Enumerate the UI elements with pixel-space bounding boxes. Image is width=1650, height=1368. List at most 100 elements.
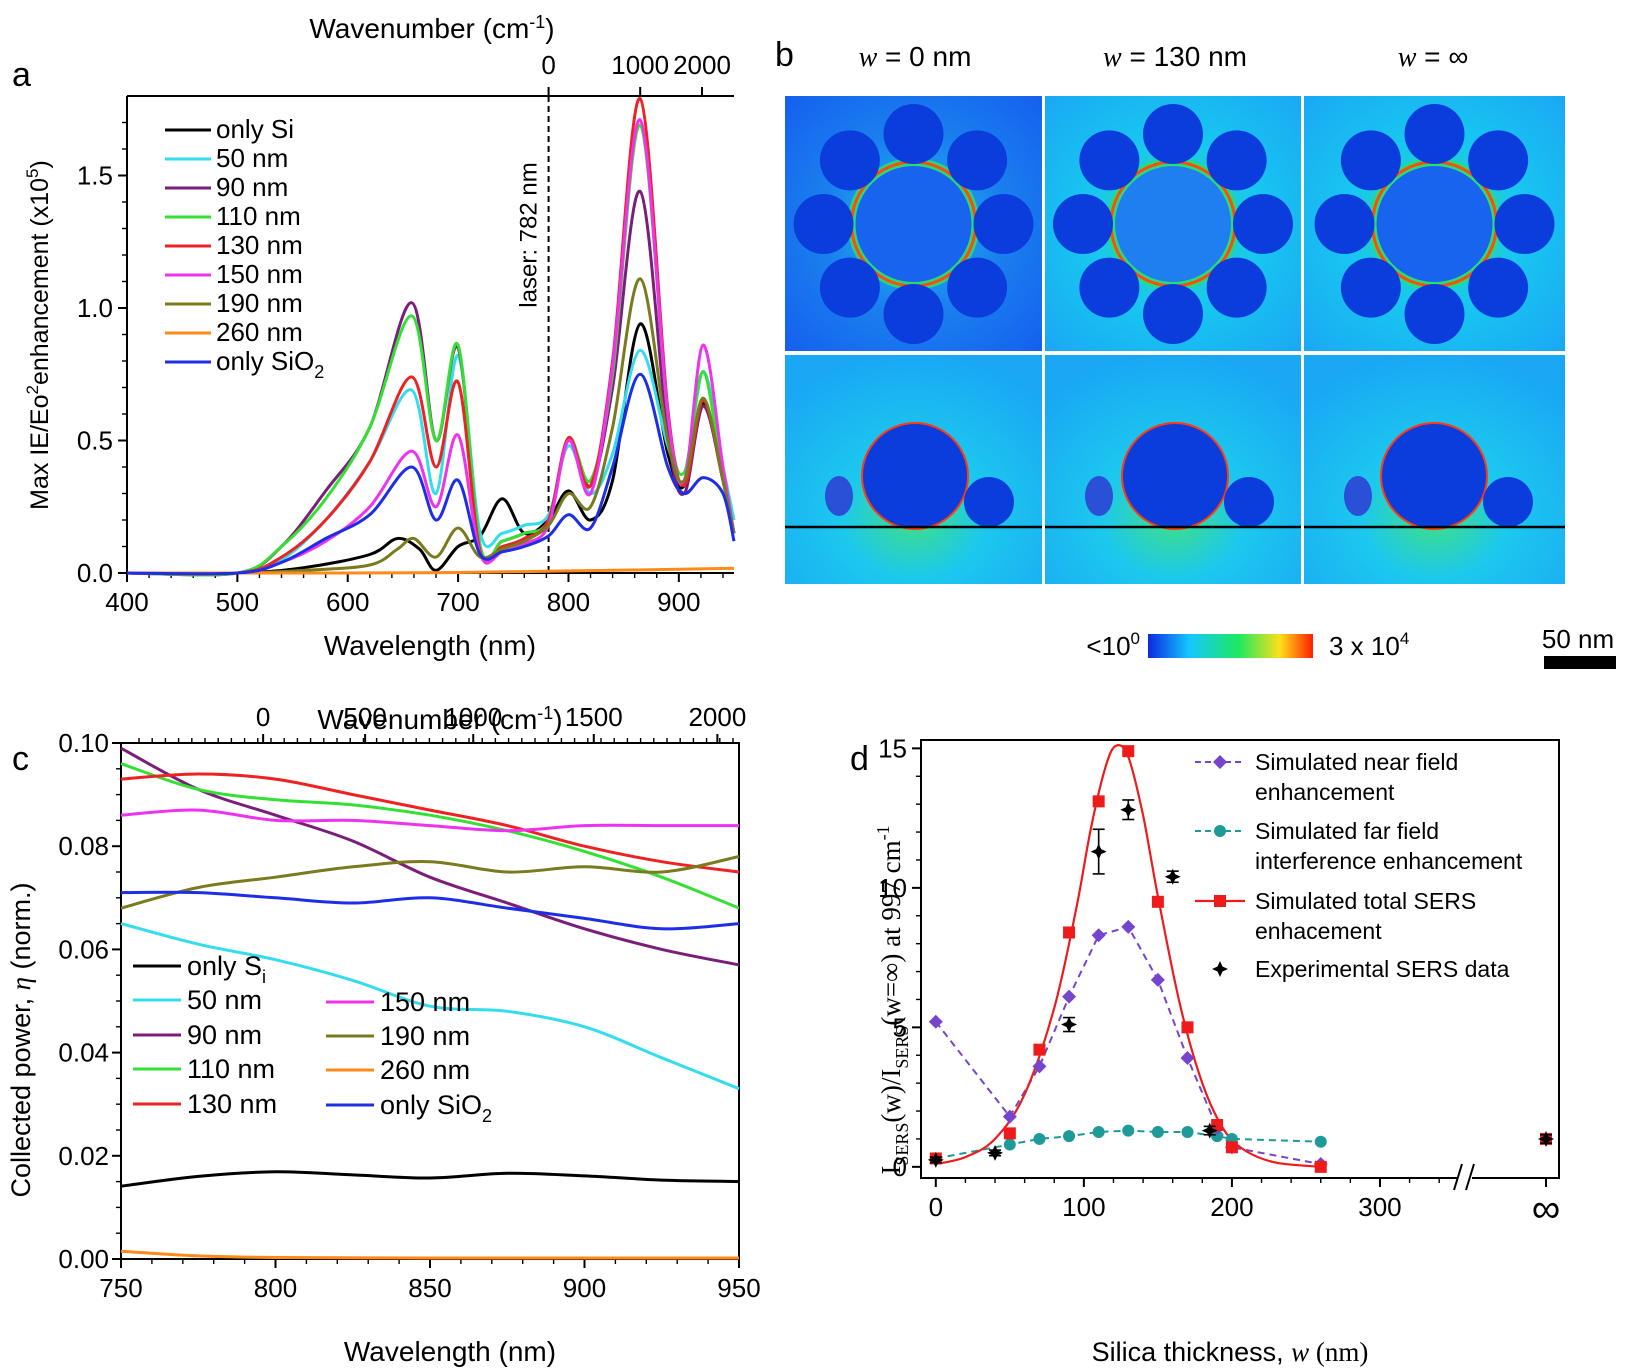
a-legend-label: 90 nm: [216, 172, 288, 202]
c-legend-label-text: 50 nm: [187, 985, 262, 1015]
d-legend-label: Simulated total SERS: [1255, 888, 1476, 914]
far-field-point: [1314, 1135, 1327, 1148]
d-y-axis-label: ISERS(w)/ISERS(w=∞) at 997 cm-1: [873, 825, 912, 1174]
a-legend-label: only SiO2: [216, 346, 324, 382]
field-map-top: [785, 96, 1042, 351]
c-top-tick-label: 500: [343, 702, 386, 732]
c-legend-label: only Si: [187, 951, 266, 987]
satellite-particle: [1340, 130, 1401, 191]
panel-label-c: c: [12, 740, 29, 778]
field-map-bottom: [785, 355, 1042, 584]
a-legend-label-text: 90 nm: [216, 172, 288, 202]
satellite-particle: [819, 130, 880, 191]
c-y-tick-label: 0.10: [58, 728, 109, 758]
satellite-particle: [825, 476, 853, 516]
far-field-point: [1122, 1124, 1135, 1137]
experimental-point: [987, 1144, 1004, 1161]
c-legend-label-sub: 2: [482, 1106, 492, 1126]
d-legend-label: enhacement: [1255, 918, 1382, 944]
core-particle: [855, 166, 972, 282]
near-field-point: [1032, 1059, 1047, 1074]
d-legend-marker: [1212, 961, 1228, 977]
c-series-line-1: [120, 922, 740, 1091]
c-legend-label: 130 nm: [187, 1089, 277, 1119]
satellite-particle: [1224, 477, 1274, 527]
satellite-particle: [1468, 130, 1529, 191]
total-point: [1063, 926, 1076, 939]
b-column-title-symbol: w: [859, 42, 878, 73]
d-x-tick-label-inf: ∞: [1532, 1187, 1561, 1231]
satellite-particle: [819, 257, 880, 318]
d-y-tick-label: 15: [878, 733, 907, 763]
colorbar-max-label: 3 x 104: [1329, 629, 1409, 661]
c-legend-label: 190 nm: [380, 1021, 470, 1051]
panel-label-a: a: [12, 56, 31, 94]
total-point: [1151, 895, 1164, 908]
colorbar-min-label: <100: [1086, 629, 1140, 661]
total-point: [1092, 795, 1105, 808]
a-legend-label-text: only SiO: [216, 346, 314, 376]
near-field-point: [1062, 989, 1077, 1004]
core-particle: [1382, 424, 1486, 528]
c-legend-label: 50 nm: [187, 985, 262, 1015]
c-top-tick-label: 1000: [444, 702, 502, 732]
c-series-line-3: [120, 762, 740, 910]
d-x-tick-label: 100: [1062, 1192, 1105, 1222]
d-x-tick-label: 0: [929, 1192, 943, 1222]
c-series-line-0: [120, 1170, 740, 1188]
satellite-particle: [1483, 477, 1533, 527]
total-point: [1033, 1043, 1046, 1056]
satellite-particle: [1143, 284, 1203, 344]
c-legend-label-text: 90 nm: [187, 1020, 262, 1050]
a-top-tick-label: 0: [541, 50, 555, 80]
experimental-point: [1090, 843, 1107, 860]
near-field-point: [1180, 1051, 1195, 1066]
a-y-tick-label: 1.0: [77, 293, 113, 323]
c-legend-label-text: 110 nm: [187, 1054, 275, 1084]
a-legend-label-text: 190 nm: [216, 288, 303, 318]
scalebar: [1544, 656, 1616, 669]
a-x-tick-label: 600: [326, 587, 369, 617]
total-point: [1003, 1127, 1016, 1140]
experimental-point: [1061, 1016, 1078, 1033]
a-x-tick-label: 700: [436, 587, 479, 617]
c-top-axis-label: Wavenumber (cm-1): [317, 703, 562, 735]
c-legend-label-text: 260 nm: [380, 1055, 470, 1085]
c-legend-label: only SiO2: [380, 1090, 492, 1126]
panel-d: d Silica thickness, w (nm) ISERS(w)/ISER…: [850, 733, 1560, 1367]
c-legend-label-sub: i: [262, 967, 266, 987]
c-legend-label-text: 130 nm: [187, 1089, 277, 1119]
b-column-title-text: = ∞: [1416, 41, 1468, 72]
panel-b: b w = 0 nm w = 130 nm w = ∞ <100 3 x 104 5…: [775, 36, 1616, 669]
a-top-axis-label: Wavenumber (cm-1): [309, 12, 554, 44]
c-y-tick-label: 0.06: [58, 934, 109, 964]
a-legend-label-text: 110 nm: [216, 201, 301, 231]
field-map-bottom: [1304, 355, 1565, 584]
d-y-tick-label: 10: [878, 873, 907, 903]
d-legend-label: Experimental SERS data: [1255, 956, 1510, 982]
c-y-tick-label: 0.02: [58, 1141, 109, 1171]
satellite-particle: [1404, 284, 1465, 344]
near-field-point: [1121, 919, 1136, 934]
a-legend-label: 190 nm: [216, 288, 303, 318]
d-legend-label: Simulated far field: [1255, 818, 1439, 844]
c-series-line-8: [120, 890, 740, 931]
c-series-line-5: [120, 808, 739, 833]
panel-label-d: d: [850, 740, 869, 778]
d-x-axis-label: Silica thickness, w (nm): [1092, 1337, 1369, 1367]
total-point: [1225, 1141, 1238, 1154]
panel-label-b: b: [775, 36, 794, 74]
d-legend-label: Simulated near field: [1255, 749, 1458, 775]
c-legend-label: 110 nm: [187, 1054, 275, 1084]
experimental-point: [927, 1151, 944, 1168]
satellite-particle: [1143, 104, 1203, 164]
d-plot-frame: [920, 739, 1560, 1179]
c-legend-label-text: 150 nm: [380, 987, 470, 1017]
c-legend-label-text: only S: [187, 951, 262, 981]
a-y-tick-label: 0.5: [77, 426, 113, 456]
d-legend-marker: [1213, 755, 1227, 769]
a-legend-label-sub: 2: [314, 362, 324, 382]
far-field-point: [1003, 1138, 1016, 1151]
b-column-title-symbol: w: [1103, 42, 1122, 73]
d-legend-marker: [1214, 895, 1226, 907]
